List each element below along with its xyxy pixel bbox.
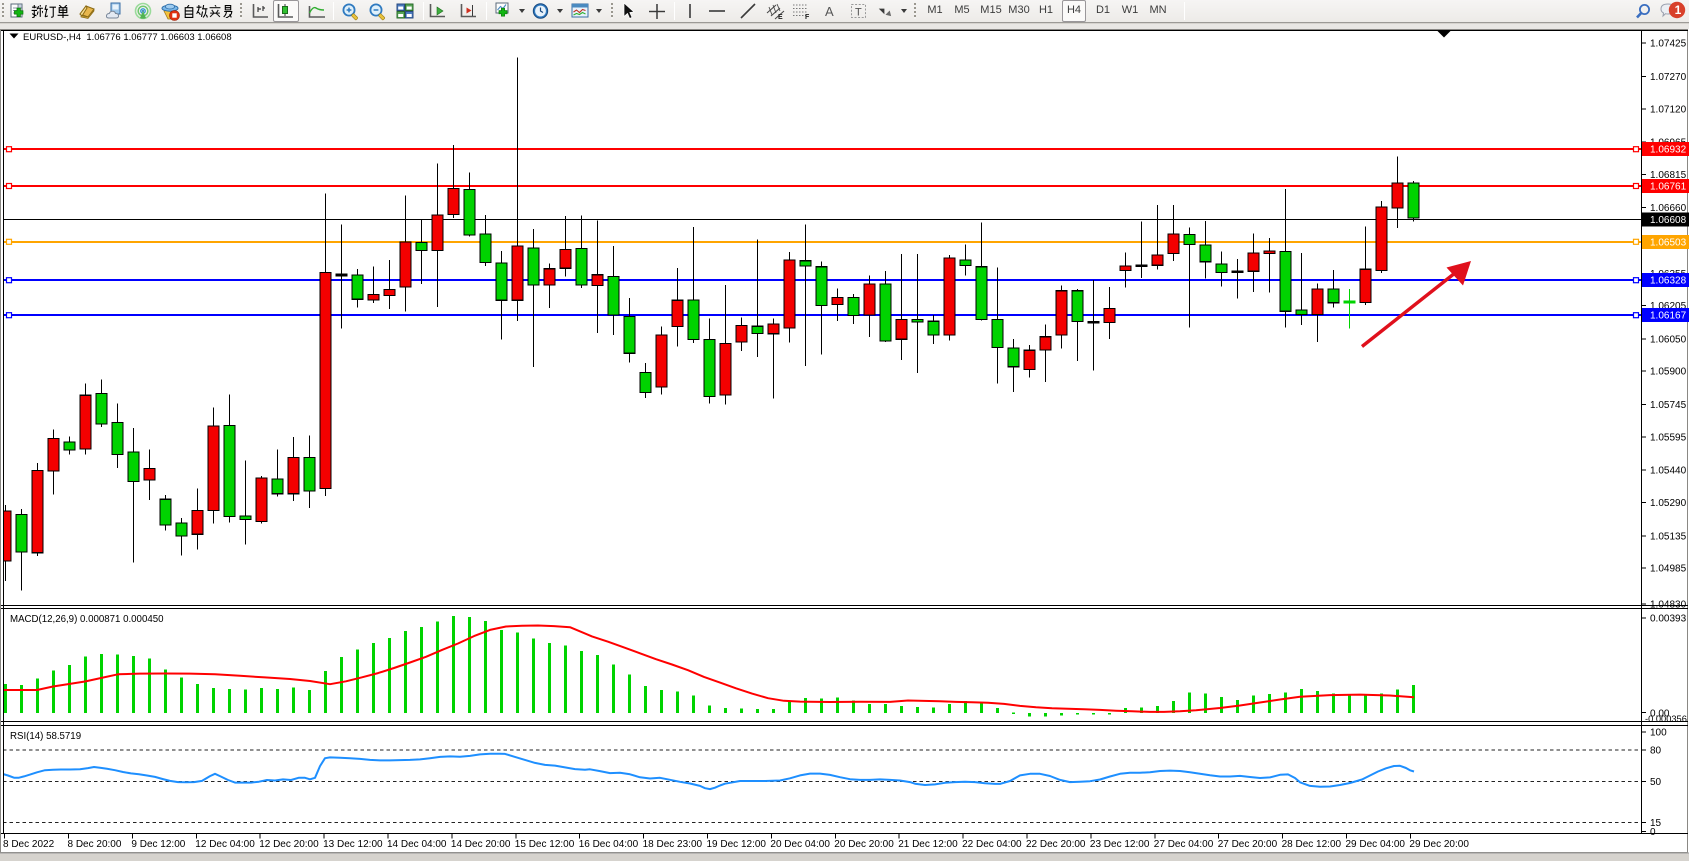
svg-text:1.05290: 1.05290: [1650, 498, 1687, 509]
svg-text:50: 50: [1650, 777, 1662, 788]
svg-text:29 Dec 20:00: 29 Dec 20:00: [1409, 839, 1469, 850]
svg-text:1.06205: 1.06205: [1650, 301, 1687, 312]
svg-text:1: 1: [1675, 3, 1682, 17]
svg-text:1.05745: 1.05745: [1650, 400, 1687, 411]
svg-text:1.06761: 1.06761: [1650, 182, 1687, 193]
svg-text:29 Dec 04:00: 29 Dec 04:00: [1346, 839, 1406, 850]
svg-text:0.00393: 0.00393: [1650, 614, 1687, 625]
svg-text:12 Dec 20:00: 12 Dec 20:00: [259, 839, 319, 850]
svg-text:28 Dec 12:00: 28 Dec 12:00: [1282, 839, 1342, 850]
svg-text:18 Dec 23:00: 18 Dec 23:00: [643, 839, 703, 850]
svg-text:22 Dec 20:00: 22 Dec 20:00: [1026, 839, 1086, 850]
svg-text:1.04985: 1.04985: [1650, 564, 1687, 575]
svg-text:MACD(12,26,9) 0.000871 0.00045: MACD(12,26,9) 0.000871 0.000450: [10, 614, 164, 625]
svg-text:1.05440: 1.05440: [1650, 466, 1687, 477]
svg-text:16 Dec 04:00: 16 Dec 04:00: [579, 839, 639, 850]
svg-text:14 Dec 20:00: 14 Dec 20:00: [451, 839, 511, 850]
svg-text:15 Dec 12:00: 15 Dec 12:00: [515, 839, 575, 850]
svg-text:27 Dec 20:00: 27 Dec 20:00: [1218, 839, 1278, 850]
svg-text:A: A: [825, 4, 834, 19]
svg-text:1.06608: 1.06608: [1650, 215, 1687, 226]
svg-text:27 Dec 04:00: 27 Dec 04:00: [1154, 839, 1214, 850]
svg-text:-0.000356: -0.000356: [1645, 714, 1687, 724]
svg-text:1.07270: 1.07270: [1650, 72, 1687, 83]
svg-text:8 Dec 2022: 8 Dec 2022: [3, 839, 55, 850]
svg-text:100: 100: [1650, 728, 1667, 739]
svg-text:1.07425: 1.07425: [1650, 39, 1687, 50]
svg-text:1.06503: 1.06503: [1650, 237, 1687, 248]
svg-text:8 Dec 20:00: 8 Dec 20:00: [68, 839, 122, 850]
svg-text:F: F: [805, 14, 810, 20]
svg-text:E: E: [778, 14, 783, 20]
svg-text:0: 0: [1650, 827, 1656, 838]
svg-text:1.06815: 1.06815: [1650, 170, 1687, 181]
svg-text:1.05135: 1.05135: [1650, 531, 1687, 542]
svg-text:RSI(14) 58.5719: RSI(14) 58.5719: [10, 731, 81, 742]
svg-text:21 Dec 12:00: 21 Dec 12:00: [898, 839, 958, 850]
svg-text:1.04830: 1.04830: [1650, 599, 1687, 610]
svg-text:12 Dec 04:00: 12 Dec 04:00: [195, 839, 255, 850]
svg-text:EURUSD-,H4 1.06776 1.06777 1.: EURUSD-,H4 1.06776 1.06777 1.06603 1.066…: [23, 32, 232, 43]
svg-text:1.05900: 1.05900: [1650, 367, 1687, 378]
svg-text:1.06932: 1.06932: [1650, 145, 1687, 156]
svg-text:1.06660: 1.06660: [1650, 203, 1687, 214]
svg-text:20 Dec 04:00: 20 Dec 04:00: [770, 839, 830, 850]
svg-text:23 Dec 12:00: 23 Dec 12:00: [1090, 839, 1150, 850]
svg-text:15: 15: [1650, 818, 1662, 829]
svg-text:T: T: [855, 7, 862, 19]
svg-text:1.05595: 1.05595: [1650, 432, 1687, 443]
svg-text:1.06328: 1.06328: [1650, 276, 1687, 287]
svg-text:20 Dec 20:00: 20 Dec 20:00: [834, 839, 894, 850]
svg-text:0.00: 0.00: [1650, 709, 1670, 720]
svg-text:19 Dec 12:00: 19 Dec 12:00: [707, 839, 767, 850]
svg-text:9 Dec 12:00: 9 Dec 12:00: [131, 839, 185, 850]
svg-text:22 Dec 04:00: 22 Dec 04:00: [962, 839, 1022, 850]
svg-text:1.07120: 1.07120: [1650, 104, 1687, 115]
svg-text:13 Dec 12:00: 13 Dec 12:00: [323, 839, 383, 850]
svg-text:14 Dec 04:00: 14 Dec 04:00: [387, 839, 447, 850]
svg-text:1.06050: 1.06050: [1650, 335, 1687, 346]
svg-text:80: 80: [1650, 746, 1662, 757]
svg-text:1.06167: 1.06167: [1650, 311, 1687, 322]
